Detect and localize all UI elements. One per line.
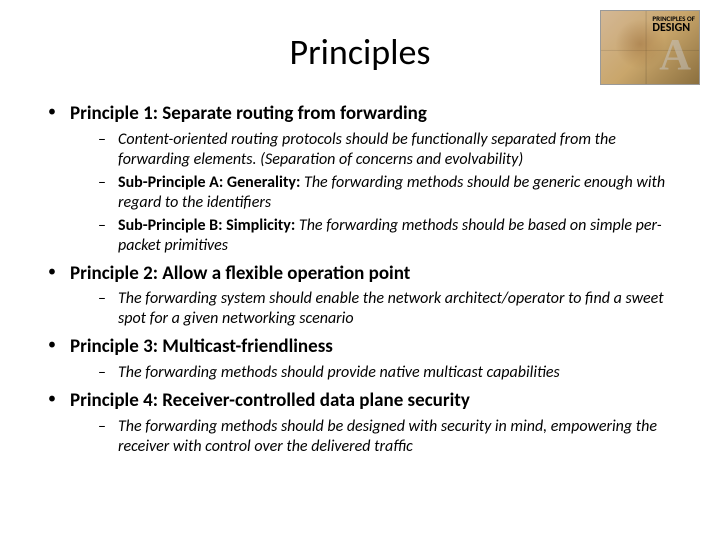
- sub-item: Sub-Principle B: Simplicity: The forward…: [98, 216, 690, 256]
- sub-item: Sub-Principle A: Generality: The forward…: [98, 173, 690, 213]
- sub-item: The forwarding methods should be designe…: [98, 417, 690, 457]
- principle-heading: Principle 3: Multicast-friendliness: [70, 335, 690, 360]
- principle-3: Principle 3: Multicast-friendliness The …: [48, 335, 690, 383]
- principle-heading: Principle 2: Allow a flexible operation …: [70, 262, 690, 287]
- principles-list: Principle 1: Separate routing from forwa…: [30, 102, 690, 457]
- principle-heading: Principle 4: Receiver-controlled data pl…: [70, 389, 690, 414]
- sub-list: The forwarding methods should provide na…: [70, 363, 690, 383]
- principle-heading: Principle 1: Separate routing from forwa…: [70, 102, 690, 127]
- principle-1: Principle 1: Separate routing from forwa…: [48, 102, 690, 256]
- sub-list: The forwarding methods should be designe…: [70, 417, 690, 457]
- sub-item: The forwarding methods should provide na…: [98, 363, 690, 383]
- principle-2: Principle 2: Allow a flexible operation …: [48, 262, 690, 330]
- sub-list: Content-oriented routing protocols shoul…: [70, 130, 690, 256]
- slide-title: Principles: [30, 30, 690, 74]
- logo-text: PRINCIPLES OF DESIGN: [652, 15, 695, 34]
- principle-4: Principle 4: Receiver-controlled data pl…: [48, 389, 690, 457]
- sub-item: Content-oriented routing protocols shoul…: [98, 130, 690, 170]
- sub-item: The forwarding system should enable the …: [98, 289, 690, 329]
- sub-list: The forwarding system should enable the …: [70, 289, 690, 329]
- corner-logo: A PRINCIPLES OF DESIGN: [600, 10, 700, 85]
